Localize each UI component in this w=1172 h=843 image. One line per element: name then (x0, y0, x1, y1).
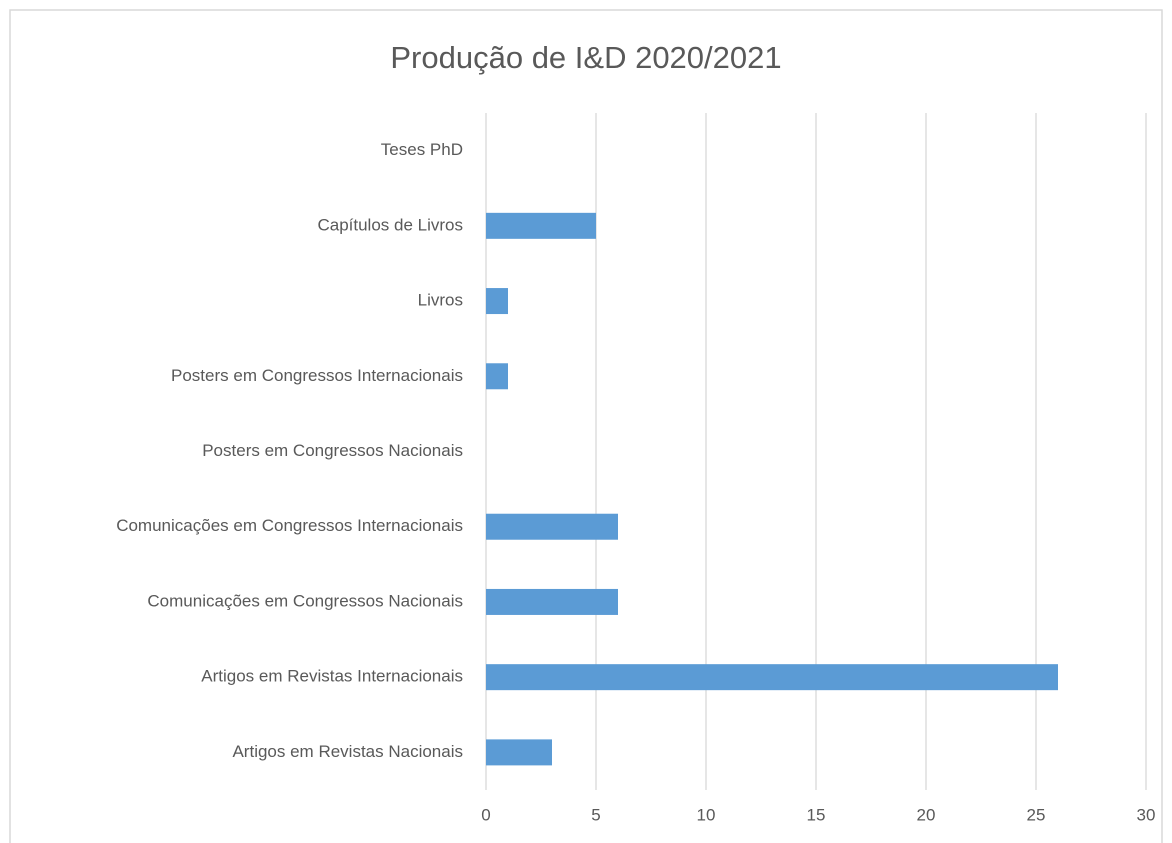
x-tick-label: 10 (697, 805, 716, 824)
x-tick-label: 25 (1027, 805, 1046, 824)
x-tick-label: 5 (591, 805, 600, 824)
bar (486, 288, 508, 315)
bar (486, 739, 552, 766)
y-tick-label: Capítulos de Livros (317, 215, 463, 234)
x-tick-label: 30 (1137, 805, 1156, 824)
y-tick-label: Artigos em Revistas Internacionais (201, 667, 463, 686)
y-tick-label: Teses PhD (381, 140, 463, 159)
bar (486, 513, 618, 540)
bar (486, 212, 596, 239)
y-tick-label: Livros (418, 291, 463, 310)
bar (486, 363, 508, 390)
chart-title: Produção de I&D 2020/2021 (390, 40, 781, 75)
y-tick-label: Posters em Congressos Internacionais (171, 366, 463, 385)
x-tick-label: 0 (481, 805, 490, 824)
bar (486, 588, 618, 615)
x-tick-label: 15 (807, 805, 826, 824)
y-tick-label: Posters em Congressos Nacionais (202, 441, 463, 460)
y-tick-label: Artigos em Revistas Nacionais (232, 742, 463, 761)
y-tick-label: Comunicações em Congressos Internacionai… (116, 516, 463, 535)
chart-border (9, 9, 1163, 843)
x-tick-label: 20 (917, 805, 936, 824)
y-tick-label: Comunicações em Congressos Nacionais (147, 591, 463, 610)
bar (486, 664, 1058, 691)
